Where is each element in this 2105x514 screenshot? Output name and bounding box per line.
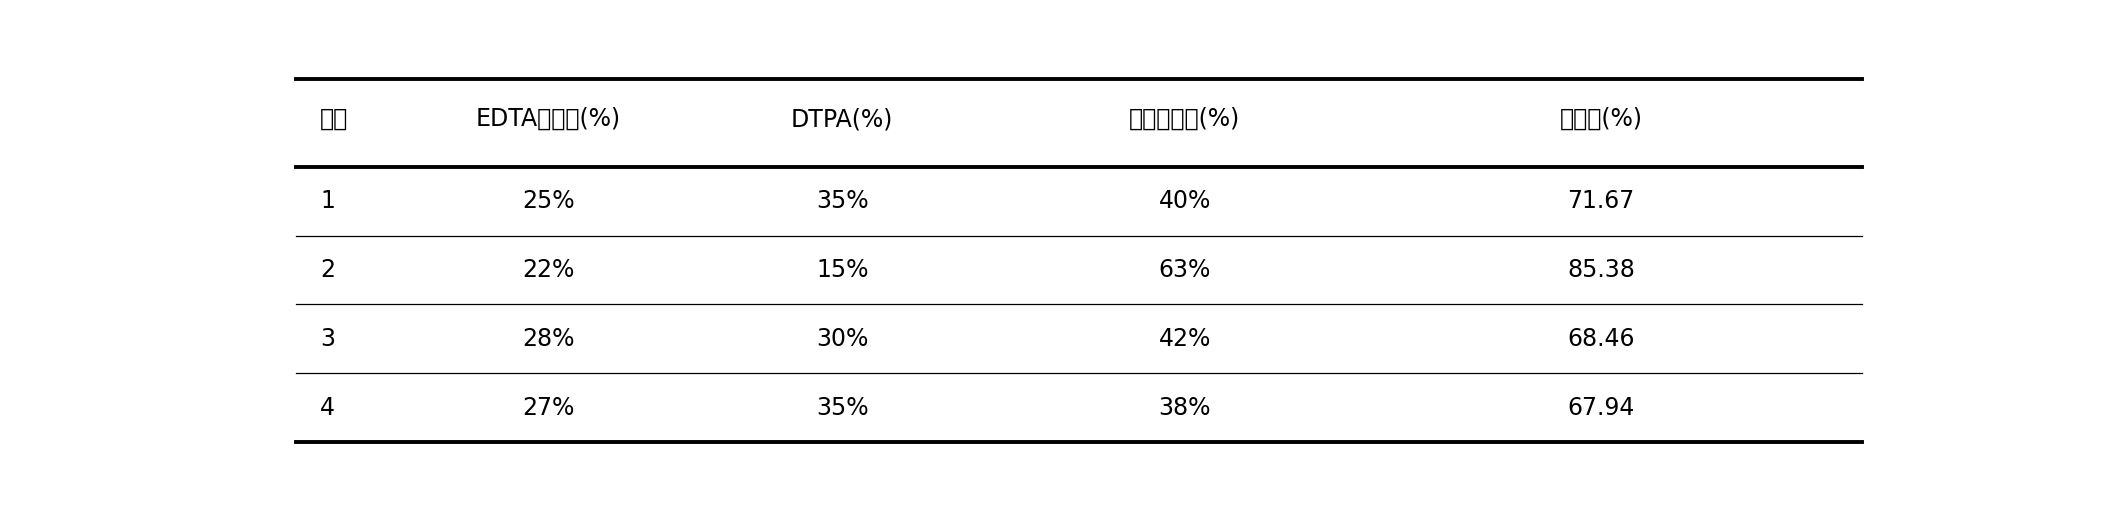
Text: 35%: 35% bbox=[817, 396, 869, 420]
Text: 38%: 38% bbox=[1158, 396, 1210, 420]
Text: 3: 3 bbox=[320, 327, 335, 351]
Text: EDTA二钠盐(%): EDTA二钠盐(%) bbox=[476, 107, 621, 131]
Text: 1: 1 bbox=[320, 189, 335, 213]
Text: 63%: 63% bbox=[1158, 258, 1210, 282]
Text: 85.38: 85.38 bbox=[1566, 258, 1636, 282]
Text: 除垢率(%): 除垢率(%) bbox=[1560, 107, 1642, 131]
Text: 28%: 28% bbox=[522, 327, 575, 351]
Text: 2: 2 bbox=[320, 258, 335, 282]
Text: 表面活性剂(%): 表面活性剂(%) bbox=[1128, 107, 1240, 131]
Text: 67.94: 67.94 bbox=[1566, 396, 1636, 420]
Text: 40%: 40% bbox=[1158, 189, 1210, 213]
Text: 35%: 35% bbox=[817, 189, 869, 213]
Text: 27%: 27% bbox=[522, 396, 575, 420]
Text: 22%: 22% bbox=[522, 258, 575, 282]
Text: 25%: 25% bbox=[522, 189, 575, 213]
Text: 30%: 30% bbox=[817, 327, 869, 351]
Text: 4: 4 bbox=[320, 396, 335, 420]
Text: DTPA(%): DTPA(%) bbox=[791, 107, 893, 131]
Text: 15%: 15% bbox=[817, 258, 869, 282]
Text: 瓶号: 瓶号 bbox=[320, 107, 349, 131]
Text: 42%: 42% bbox=[1158, 327, 1210, 351]
Text: 71.67: 71.67 bbox=[1568, 189, 1633, 213]
Text: 68.46: 68.46 bbox=[1566, 327, 1636, 351]
